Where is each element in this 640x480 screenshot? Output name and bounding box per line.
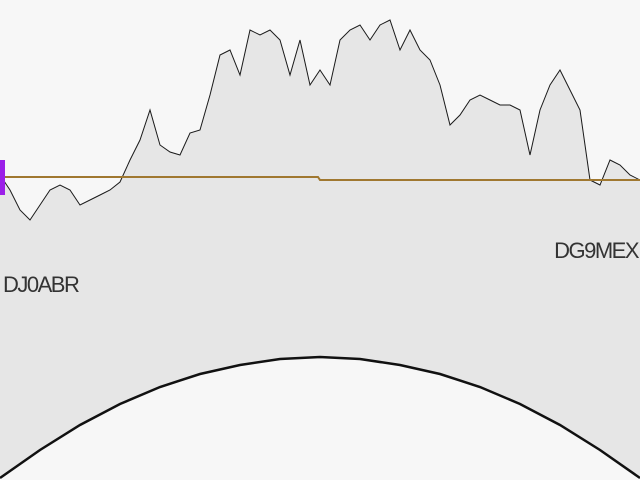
terrain-line: [0, 19, 640, 221]
start-label: DJ0ABR: [3, 272, 79, 297]
end-label: DG9MEX: [554, 238, 640, 263]
sight-line: [0, 176, 640, 181]
earth-bulge-line: [0, 355, 640, 480]
terrain-fill: [0, 20, 640, 480]
station-marker: [0, 160, 5, 195]
